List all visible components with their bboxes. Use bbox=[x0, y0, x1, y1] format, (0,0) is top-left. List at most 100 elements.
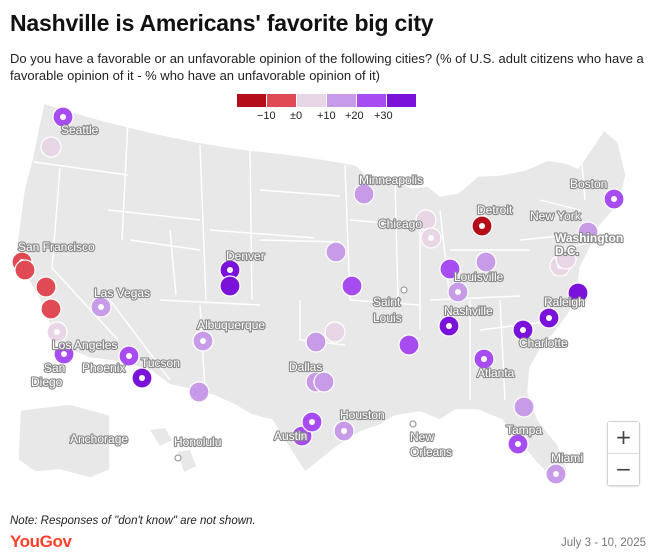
alaska bbox=[17, 403, 111, 479]
city-marker-atlanta[interactable] bbox=[473, 348, 495, 370]
city-marker-honolulu[interactable] bbox=[174, 454, 182, 462]
legend-swatch bbox=[237, 94, 266, 107]
city-marker-seattle[interactable] bbox=[52, 106, 74, 128]
city-label: Austin bbox=[274, 429, 307, 443]
city-label: New York bbox=[530, 209, 582, 223]
city-label: San Francisco bbox=[18, 240, 95, 254]
city-label: Washington bbox=[555, 231, 623, 245]
city-label: Minneapolis bbox=[359, 173, 423, 187]
state-borders bbox=[33, 119, 601, 401]
city-label: Las Vegas bbox=[94, 286, 150, 300]
city-labels: Seattle San Francisco Las Vegas Los Ange… bbox=[17, 122, 625, 466]
city-marker-los-angeles[interactable] bbox=[46, 321, 68, 343]
city-marker-baltimore[interactable] bbox=[555, 248, 577, 270]
city-label: Phoenix bbox=[82, 361, 125, 375]
city-marker-california-3[interactable] bbox=[40, 298, 62, 320]
city-marker-jacksonville[interactable] bbox=[513, 396, 535, 418]
footnote: Note: Responses of "don't know" are not … bbox=[10, 515, 256, 527]
city-marker-colorado-2[interactable] bbox=[219, 275, 241, 297]
city-label: Los Angeles bbox=[52, 338, 117, 352]
city-marker-minneapolis[interactable] bbox=[353, 183, 375, 205]
hawaii bbox=[150, 428, 196, 472]
city-marker-san-diego[interactable] bbox=[53, 343, 75, 365]
city-marker-virginia-beach[interactable] bbox=[567, 282, 589, 304]
city-markers bbox=[11, 106, 625, 485]
city-marker-tampa[interactable] bbox=[507, 433, 529, 455]
city-label: Anchorage bbox=[70, 432, 128, 446]
city-label: Tucson bbox=[141, 356, 180, 370]
city-label: D.C. bbox=[555, 244, 579, 258]
legend-label: +30 bbox=[374, 110, 393, 122]
city-marker-memphis[interactable] bbox=[398, 334, 420, 356]
city-marker-phoenix[interactable] bbox=[118, 345, 140, 367]
city-label: Detroit bbox=[477, 203, 513, 217]
city-label: Denver bbox=[226, 249, 265, 263]
city-label: Tampa bbox=[506, 423, 542, 437]
yougov-logo: YouGov bbox=[10, 532, 72, 551]
survey-dates: July 3 - 10, 2025 bbox=[560, 537, 646, 549]
legend-swatch bbox=[357, 94, 386, 107]
city-label: Diego bbox=[31, 375, 63, 389]
city-marker-new-orleans[interactable] bbox=[409, 420, 417, 428]
city-marker-california-2[interactable] bbox=[35, 276, 57, 298]
city-label: Louisville bbox=[454, 270, 504, 284]
city-marker-houston[interactable] bbox=[333, 420, 355, 442]
city-marker-nashville[interactable] bbox=[438, 315, 460, 337]
city-marker-new-york[interactable] bbox=[577, 221, 599, 243]
city-marker-charlotte[interactable] bbox=[512, 319, 534, 341]
city-label: New bbox=[410, 430, 434, 444]
city-label: Albuquerque bbox=[197, 318, 265, 332]
city-marker-louisville[interactable] bbox=[447, 281, 469, 303]
city-label: Nashville bbox=[444, 304, 493, 318]
city-label: Seattle bbox=[61, 123, 99, 137]
city-label: Atlanta bbox=[477, 366, 515, 380]
zoom-out-button[interactable]: − bbox=[608, 454, 639, 485]
legend-label: +20 bbox=[345, 110, 364, 122]
city-label: Raleigh bbox=[544, 295, 585, 309]
legend-swatch bbox=[327, 94, 356, 107]
city-marker-oklahoma-city[interactable] bbox=[324, 321, 346, 343]
city-marker-columbus[interactable] bbox=[475, 251, 497, 273]
legend-label: +10 bbox=[317, 110, 336, 122]
city-label: Miami bbox=[551, 451, 583, 465]
city-marker-kansas-city[interactable] bbox=[341, 275, 363, 297]
city-marker-seattle-area[interactable] bbox=[40, 136, 62, 158]
city-marker-california-1[interactable] bbox=[14, 259, 36, 281]
city-label: Saint bbox=[373, 295, 401, 309]
city-marker-anchorage[interactable] bbox=[69, 434, 77, 442]
city-marker-omaha[interactable] bbox=[325, 241, 347, 263]
city-marker-boston[interactable] bbox=[603, 188, 625, 210]
unrated-city-markers bbox=[69, 286, 417, 462]
city-marker-albuquerque[interactable] bbox=[192, 330, 214, 352]
city-label: Dallas bbox=[289, 360, 322, 374]
zoom-in-button[interactable]: + bbox=[608, 422, 639, 453]
city-marker-miami[interactable] bbox=[545, 463, 567, 485]
city-marker-tulsa[interactable] bbox=[305, 331, 327, 353]
legend-swatch bbox=[267, 94, 296, 107]
city-marker-chicago-2[interactable] bbox=[420, 227, 442, 249]
legend-swatch bbox=[297, 94, 326, 107]
city-label: Orleans bbox=[410, 445, 452, 459]
legend-swatch bbox=[387, 94, 416, 107]
city-label: San bbox=[44, 361, 65, 375]
city-marker-saint-louis[interactable] bbox=[400, 286, 408, 294]
city-label: Boston bbox=[570, 177, 607, 191]
legend-label: ±0 bbox=[290, 110, 303, 122]
city-label: Houston bbox=[340, 408, 385, 422]
city-label: Charlotte bbox=[519, 336, 568, 350]
city-marker-tucson[interactable] bbox=[131, 367, 153, 389]
city-marker-las-vegas[interactable] bbox=[90, 296, 112, 318]
chart-title: Nashville is Americans' favorite big cit… bbox=[10, 10, 434, 36]
city-marker-denver[interactable] bbox=[219, 259, 241, 281]
city-marker-raleigh[interactable] bbox=[538, 307, 560, 329]
city-marker-el-paso[interactable] bbox=[188, 381, 210, 403]
zoom-control: + − bbox=[607, 421, 640, 486]
city-marker-fort-worth[interactable] bbox=[313, 371, 335, 393]
city-marker-detroit[interactable] bbox=[471, 215, 493, 237]
legend-label: −10 bbox=[257, 110, 276, 122]
city-label: Louis bbox=[373, 311, 402, 325]
city-label: Chicago bbox=[378, 217, 422, 231]
city-marker-san-antonio[interactable] bbox=[301, 411, 323, 433]
city-marker-indianapolis[interactable] bbox=[439, 258, 461, 280]
zoom-divider bbox=[608, 453, 639, 454]
